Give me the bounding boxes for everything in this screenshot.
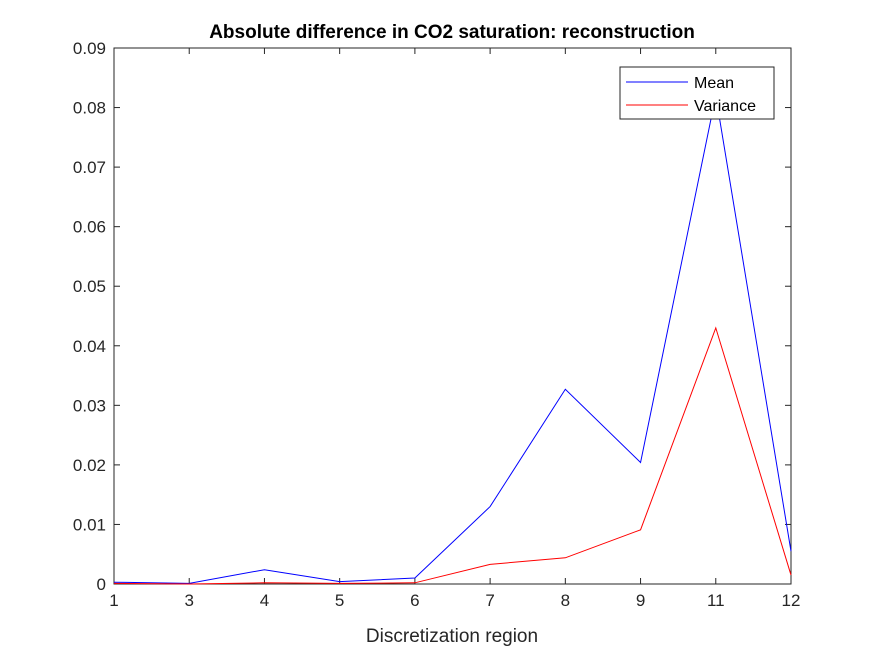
x-axis-label: Discretization region [366, 626, 538, 647]
y-tick-label: 0.04 [73, 337, 106, 356]
x-tick-label: 11 [707, 591, 725, 610]
y-tick-label: 0.09 [73, 39, 106, 58]
legend-label-mean: Mean [694, 75, 734, 92]
x-tick-label: 1 [109, 591, 118, 610]
legend-label-variance: Variance [694, 98, 756, 115]
series-line-mean [113, 95, 792, 584]
y-tick-label: 0.06 [73, 218, 106, 237]
x-axis-ticks: 1 3 4 5 6 7 8 9 11 12 [109, 48, 800, 610]
series-line-variance [113, 326, 792, 585]
y-tick-label: 0.07 [73, 158, 106, 177]
x-tick-label: 9 [636, 591, 645, 610]
y-axis-ticks: 0 0.01 0.02 0.03 0.04 0.05 0.06 0.07 0.08 0.09 [73, 39, 791, 594]
plot-area [113, 47, 792, 585]
legend: Mean Variance [619, 66, 775, 120]
y-tick-label: 0.02 [73, 456, 106, 475]
y-tick-label: 0.05 [73, 277, 106, 296]
series-layer [113, 95, 792, 585]
chart-title: Absolute difference in CO2 saturation: r… [209, 22, 695, 43]
x-tick-label: 6 [410, 591, 419, 610]
x-tick-label: 12 [782, 591, 801, 610]
x-tick-label: 7 [485, 591, 494, 610]
x-tick-label: 3 [184, 591, 193, 610]
y-tick-label: 0.08 [73, 99, 106, 118]
x-tick-label: 8 [561, 591, 570, 610]
y-tick-label: 0 [97, 575, 106, 594]
legend-box [619, 66, 775, 120]
x-tick-label: 4 [260, 591, 269, 610]
x-tick-label: 5 [335, 591, 344, 610]
y-tick-label: 0.03 [73, 396, 106, 415]
y-tick-label: 0.01 [73, 515, 106, 534]
